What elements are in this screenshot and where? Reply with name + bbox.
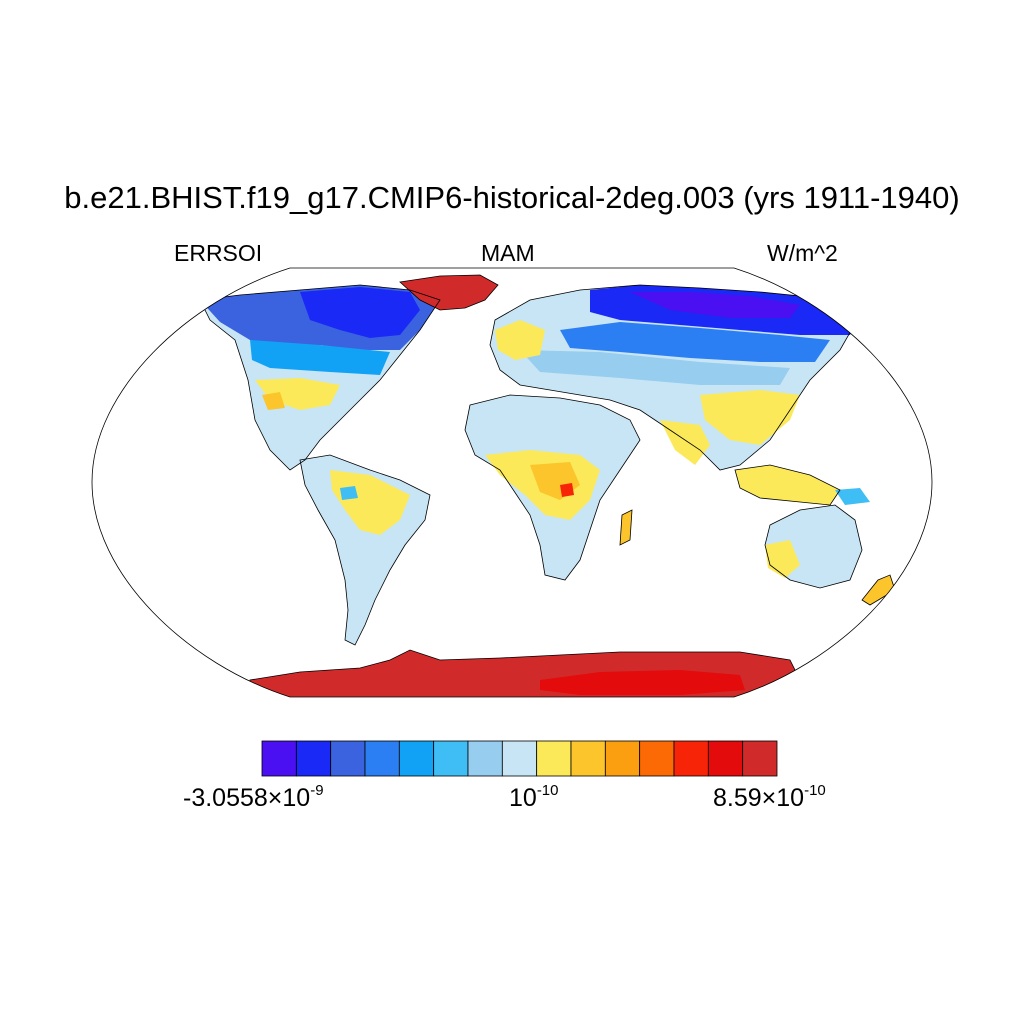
south-america-blue [340, 486, 358, 500]
colorbar-box [364, 740, 400, 777]
colorbar-label-min: -3.0558×10-9 [183, 782, 324, 812]
colorbar-label-max: 8.59×10-10 [713, 782, 826, 812]
colorbar-box [639, 740, 675, 777]
asia-yellow [700, 390, 800, 445]
units-label: W/m^2 [767, 240, 838, 266]
colorbar-box [570, 740, 606, 777]
asia-light-blue [520, 350, 790, 385]
land-fields [199, 274, 896, 697]
colorbar-box [501, 740, 538, 777]
colorbar-box [295, 740, 332, 777]
new-zealand-field [862, 575, 895, 605]
colorbar [261, 740, 778, 777]
colorbar-box [433, 740, 469, 777]
canada-mid-band [250, 340, 390, 375]
indonesia-field [735, 465, 840, 505]
variable-label: ERRSOI [174, 240, 263, 266]
colorbar-box [261, 740, 297, 777]
asia-mid-blue [560, 322, 830, 362]
colorbar-box [604, 740, 641, 777]
map-boundary [91, 267, 933, 698]
usa-orange [262, 392, 285, 410]
australia-yellow [765, 540, 800, 578]
colorbar-label-mid: 10-10 [509, 782, 559, 812]
antarctica-inner [540, 670, 745, 695]
colorbar-box [330, 740, 366, 777]
colorbar-box [742, 740, 778, 777]
colorbar-box [707, 740, 744, 777]
greenland-field [400, 275, 498, 310]
new-guinea-field [835, 488, 870, 505]
season-label: MAM [481, 240, 535, 266]
siberia-indigo [630, 292, 800, 318]
coastlines [199, 274, 896, 697]
colorbar-box [673, 740, 709, 777]
africa-red [560, 483, 574, 497]
europe-yellow [495, 320, 545, 360]
madagascar-field [620, 510, 632, 545]
colorbar-box [536, 740, 572, 777]
colorbar-box [467, 740, 503, 777]
canada-dark-band [300, 287, 420, 338]
colorbar-box [398, 740, 435, 777]
plot-title: b.e21.BHIST.f19_g17.CMIP6-historical-2de… [64, 180, 960, 215]
south-america-yellow [330, 470, 410, 535]
